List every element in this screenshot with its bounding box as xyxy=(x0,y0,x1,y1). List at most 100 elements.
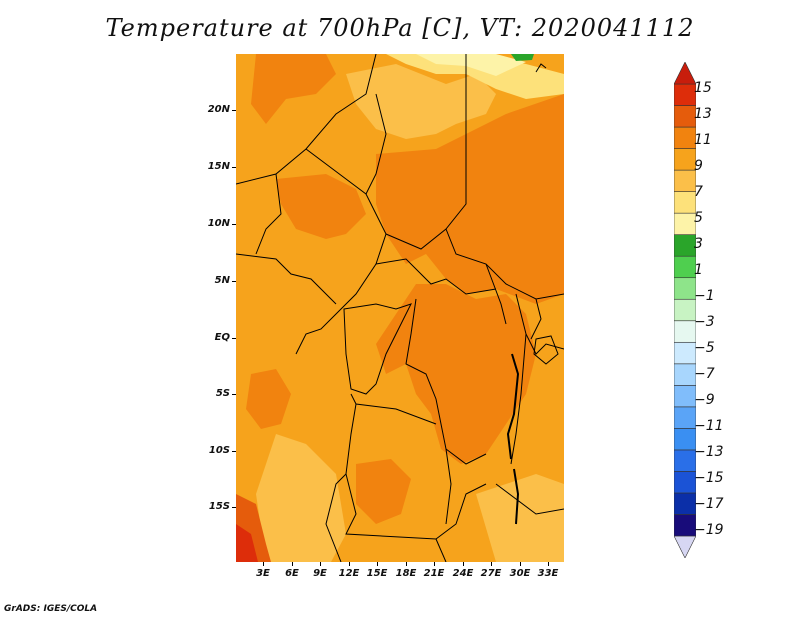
border-line xyxy=(345,403,487,540)
lon-tick xyxy=(520,562,521,566)
lon-label-24e: 24E xyxy=(452,568,474,579)
lon-label-27e: 27E xyxy=(480,568,502,579)
border-line xyxy=(510,333,527,465)
colorbar-cell xyxy=(674,234,696,257)
lat-tick xyxy=(232,281,236,282)
colorbar-cell xyxy=(674,126,696,149)
temperature-field-11-13-central xyxy=(376,284,536,464)
colorbar-label-neg5: −5 xyxy=(694,340,715,356)
temperature-field-11-13-west xyxy=(276,174,366,239)
colorbar-cell xyxy=(674,148,696,171)
lon-tick xyxy=(491,562,492,566)
colorbar-label-neg17: −17 xyxy=(694,496,724,512)
map-canvas xyxy=(236,54,564,562)
colorbar-label-13: 13 xyxy=(694,106,712,122)
border-line xyxy=(515,293,564,355)
border-line xyxy=(343,303,412,395)
lat-label-20n: 20N xyxy=(207,104,230,115)
colorbar-cell xyxy=(674,277,696,300)
colorbar-cell xyxy=(674,320,696,343)
temperature-field-1-3-north xyxy=(511,54,534,61)
lat-tick xyxy=(232,224,236,225)
lon-tick xyxy=(463,562,464,566)
colorbar-label-neg15: −15 xyxy=(694,470,724,486)
colorbar-label-9: 9 xyxy=(694,158,703,174)
lon-tick xyxy=(263,562,264,566)
lake-tanganyika xyxy=(506,353,520,460)
border-line xyxy=(350,393,437,425)
colorbar-cell xyxy=(674,62,696,85)
temperature-field-11-13-south xyxy=(356,459,411,524)
colorbar-cell xyxy=(674,298,696,322)
colorbar-cell xyxy=(674,471,696,494)
colorbar-label-15: 15 xyxy=(694,80,712,96)
colorbar-label-7: 7 xyxy=(694,184,703,200)
credit-text: GrADS: IGES/COLA xyxy=(4,604,98,614)
border-line xyxy=(445,448,452,525)
colorbar-label-neg13: −13 xyxy=(694,444,724,460)
chart-title: Temperature at 700hPa [C], VT: 202004111… xyxy=(105,14,695,42)
border-line xyxy=(255,173,282,255)
lat-tick xyxy=(232,451,236,452)
colorbar-cell xyxy=(674,492,696,515)
lat-tick xyxy=(232,338,236,339)
colorbar xyxy=(674,62,696,558)
colorbar-cell xyxy=(674,212,696,235)
lat-label-5s: 5S xyxy=(215,388,230,399)
colorbar-label-neg9: −9 xyxy=(694,392,715,408)
colorbar-cell xyxy=(674,428,696,451)
temperature-field-11-13-north xyxy=(376,94,564,304)
temperature-field-7-9-se xyxy=(476,474,564,562)
colorbar-label-11: 11 xyxy=(694,132,712,148)
colorbar-cell xyxy=(674,385,696,408)
temperature-field-7-9-north xyxy=(346,64,496,139)
border-line xyxy=(325,473,347,562)
colorbar-label-1: 1 xyxy=(694,262,703,278)
lon-tick xyxy=(320,562,321,566)
border-line xyxy=(445,228,564,300)
colorbar-cell xyxy=(674,191,696,214)
colorbar-label-neg3: −3 xyxy=(694,314,715,330)
colorbar-cell xyxy=(674,169,696,192)
lon-tick xyxy=(548,562,549,566)
border-line xyxy=(236,253,337,305)
border-line xyxy=(236,54,377,185)
lon-label-15e: 15E xyxy=(366,568,388,579)
lon-label-12e: 12E xyxy=(338,568,360,579)
lon-tick xyxy=(377,562,378,566)
lon-label-6e: 6E xyxy=(285,568,299,579)
lon-tick xyxy=(292,562,293,566)
colorbar-cell xyxy=(674,449,696,472)
colorbar-label-neg19: −19 xyxy=(694,522,724,538)
lon-label-18e: 18E xyxy=(395,568,417,579)
border-line xyxy=(495,483,564,515)
lake-victoria xyxy=(533,335,559,365)
lon-tick xyxy=(349,562,350,566)
colorbar-cell xyxy=(674,105,696,128)
border-line xyxy=(375,258,497,295)
lon-label-21e: 21E xyxy=(423,568,445,579)
temperature-field-5-7-north xyxy=(386,54,564,99)
lat-label-15n: 15N xyxy=(207,161,230,172)
temperature-field-11-13-sw xyxy=(246,369,291,429)
colorbar-label-3: 3 xyxy=(694,236,703,252)
lat-label-15s: 15S xyxy=(208,501,230,512)
border-line xyxy=(305,148,367,195)
lon-label-9e: 9E xyxy=(313,568,327,579)
lat-tick xyxy=(232,167,236,168)
lon-label-33e: 33E xyxy=(537,568,559,579)
colorbar-cell xyxy=(674,83,696,106)
lon-label-3e: 3E xyxy=(256,568,270,579)
colorbar-label-neg1: −1 xyxy=(694,288,715,304)
temperature-field-15-plus-sw xyxy=(236,524,258,562)
lat-tick xyxy=(232,394,236,395)
border-line xyxy=(485,263,507,325)
colorbar-cell xyxy=(674,341,696,365)
lat-tick xyxy=(232,110,236,111)
colorbar-cell xyxy=(674,406,696,429)
lon-label-30e: 30E xyxy=(509,568,531,579)
temperature-map xyxy=(236,54,564,562)
lat-label-10n: 10N xyxy=(207,218,230,229)
lon-tick xyxy=(406,562,407,566)
colorbar-label-neg7: −7 xyxy=(694,366,715,382)
